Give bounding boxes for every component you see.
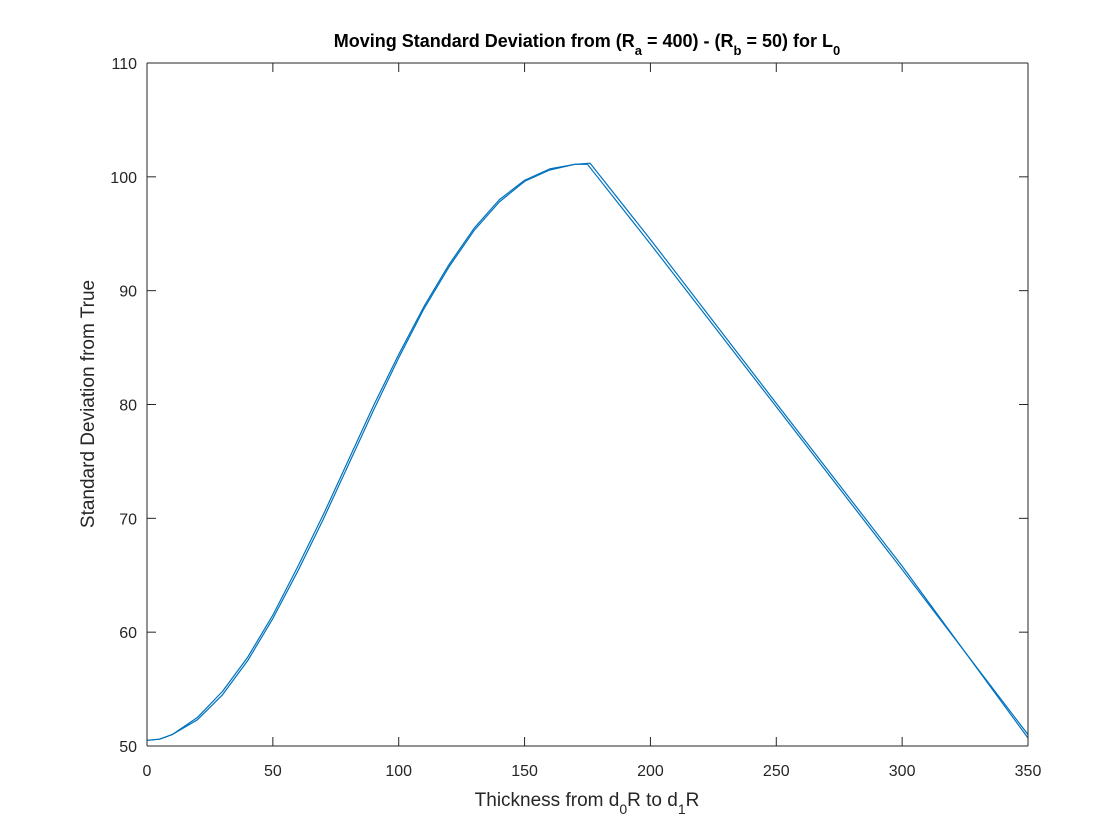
x-tick-label: 150	[511, 763, 538, 780]
plot-area	[147, 63, 1028, 746]
chart-title-part-5: 0	[833, 43, 840, 58]
chart-title-part-4: = 50) for L	[741, 31, 833, 51]
chart-title: Moving Standard Deviation from (Ra = 400…	[334, 31, 841, 58]
x-tick-label: 250	[763, 763, 790, 780]
y-tick-label: 80	[119, 398, 137, 415]
x-axis-title-part-2: R to d	[627, 790, 678, 811]
x-tick-label: 100	[385, 763, 412, 780]
chart-title-part-3: b	[734, 43, 742, 58]
x-axis-title: Thickness from d0R to d1R	[475, 790, 700, 817]
x-axis-title-part-4: R	[686, 790, 700, 811]
x-tick-label: 350	[1015, 763, 1042, 780]
x-tick-label: 50	[264, 763, 282, 780]
x-axis-title-part-0: Thickness from d	[475, 790, 620, 811]
series-line-0	[146, 163, 1029, 741]
y-tick-label: 110	[111, 56, 137, 73]
chart-title-part-2: = 400) - (R	[642, 31, 734, 51]
x-axis-title-part-1: 0	[619, 801, 627, 817]
x-axis-title-part-3: 1	[678, 801, 686, 817]
x-tick-label: 200	[637, 763, 664, 780]
chart-title-part-1: a	[635, 43, 643, 58]
y-tick-label: 50	[119, 739, 137, 756]
ticks-layer: 0 50 100 150 200 250 300 350 50 60 70 80 90 100 110	[110, 56, 1041, 780]
x-tick-label: 0	[143, 763, 152, 780]
y-axis-title: Standard Deviation from True	[78, 280, 99, 528]
y-tick-label: 100	[110, 170, 137, 187]
chart-title-part-0: Moving Standard Deviation from (R	[334, 31, 635, 51]
series-line-1	[146, 162, 1029, 741]
x-tick-label: 300	[889, 763, 916, 780]
series-layer	[146, 162, 1029, 741]
y-tick-label: 60	[119, 625, 137, 642]
y-tick-label: 70	[119, 511, 137, 528]
y-tick-label: 90	[119, 284, 137, 301]
